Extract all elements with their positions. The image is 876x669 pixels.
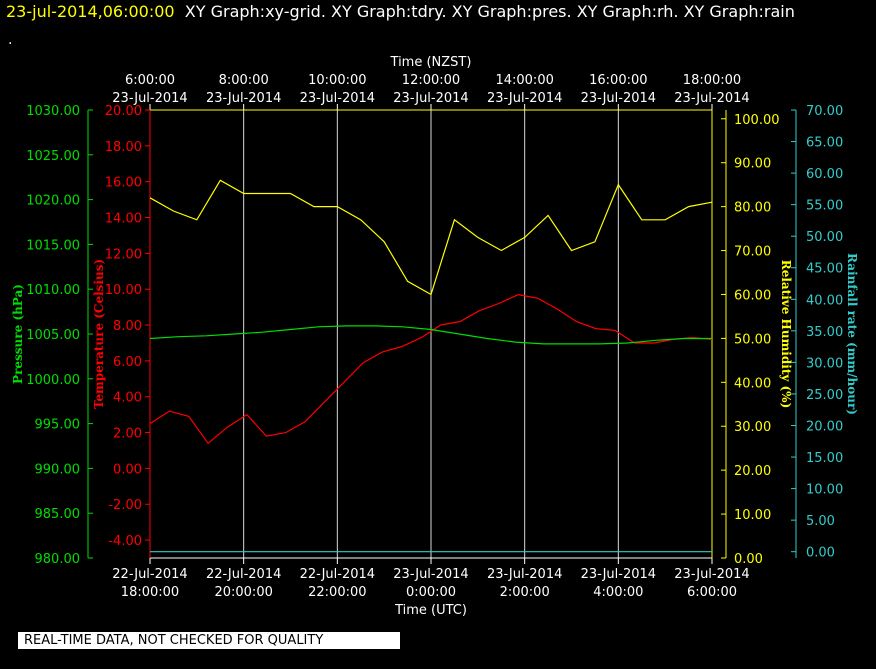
humidity-tick-label: 20.00: [734, 464, 771, 479]
temperature-tick-label: 16.00: [105, 176, 142, 191]
temperature-tick-label: 14.00: [105, 212, 142, 227]
top-tick-date: 23-Jul-2014: [300, 91, 375, 106]
quality-notice: REAL-TIME DATA, NOT CHECKED FOR QUALITY: [18, 632, 400, 649]
rain-tick-label: 60.00: [806, 167, 843, 182]
humidity-tick-label: 60.00: [734, 288, 771, 303]
pressure-tick-label: 980.00: [35, 552, 81, 567]
humidity-tick-label: 50.00: [734, 332, 771, 347]
bottom-tick-date: 23-Jul-2014: [674, 567, 749, 582]
rain-tick-label: 65.00: [806, 136, 843, 151]
temperature-tick-label: 6.00: [113, 355, 142, 370]
bottom-tick-time: 22:00:00: [308, 585, 366, 600]
header-dot: .: [8, 32, 13, 48]
top-tick-date: 23-Jul-2014: [487, 91, 562, 106]
temperature-tick-label: 18.00: [105, 140, 142, 155]
humidity-tick-label: 70.00: [734, 245, 771, 260]
temperature-axis-title: Temperature (Celsius): [92, 259, 106, 409]
temperature-tick-label: 10.00: [105, 283, 142, 298]
top-tick-date: 23-Jul-2014: [112, 91, 187, 106]
pressure-tick-label: 1025.00: [26, 149, 80, 164]
temperature-tick-label: 20.00: [105, 104, 142, 119]
top-tick-time: 14:00:00: [495, 73, 553, 88]
bottom-tick-time: 20:00:00: [214, 585, 272, 600]
top-tick-date: 23-Jul-2014: [581, 91, 656, 106]
temperature-tick-label: 12.00: [105, 247, 142, 262]
rain-axis-title: Rainfall rate (mm/hour): [845, 253, 859, 415]
top-tick-time: 12:00:00: [402, 73, 460, 88]
series-line-humidity: [149, 179, 713, 296]
rain-tick-label: 30.00: [806, 356, 843, 371]
bottom-tick-date: 22-Jul-2014: [112, 567, 187, 582]
humidity-tick-label: 90.00: [734, 157, 771, 172]
rain-tick-label: 0.00: [806, 546, 835, 561]
humidity-tick-label: 80.00: [734, 201, 771, 216]
pressure-tick-label: 1015.00: [26, 238, 80, 253]
rain-tick-label: 25.00: [806, 388, 843, 403]
humidity-tick-label: 100.00: [734, 113, 780, 128]
pressure-tick-label: 995.00: [35, 418, 81, 433]
bottom-tick-time: 4:00:00: [593, 585, 643, 600]
rain-tick-label: 5.00: [806, 514, 835, 529]
bottom-tick-time: 0:00:00: [406, 585, 456, 600]
temperature-tick-label: -2.00: [108, 498, 142, 513]
pressure-tick-label: 990.00: [35, 462, 81, 477]
rain-tick-label: 50.00: [806, 230, 843, 245]
top-tick-time: 10:00:00: [308, 73, 366, 88]
pressure-tick-label: 1005.00: [26, 328, 80, 343]
pressure-tick-label: 1020.00: [26, 194, 80, 209]
top-axis-title: Time (NZST): [390, 55, 472, 70]
bottom-tick-date: 22-Jul-2014: [206, 567, 281, 582]
bottom-tick-date: 23-Jul-2014: [393, 567, 468, 582]
rain-tick-label: 35.00: [806, 325, 843, 340]
pressure-axis-title: Pressure (hPa): [11, 284, 25, 384]
rain-tick-label: 45.00: [806, 262, 843, 277]
humidity-tick-label: 10.00: [734, 508, 771, 523]
rain-tick-label: 40.00: [806, 293, 843, 308]
top-tick-time: 6:00:00: [125, 73, 175, 88]
rain-tick-label: 20.00: [806, 419, 843, 434]
pressure-tick-label: 985.00: [35, 507, 81, 522]
temperature-tick-label: 0.00: [113, 462, 142, 477]
graph-header: 23-jul-2014,06:00:00 XY Graph:xy-grid. X…: [6, 2, 795, 21]
pressure-tick-label: 1000.00: [26, 373, 80, 388]
humidity-axis-title: Relative Humidity (%): [779, 260, 793, 409]
rain-tick-label: 70.00: [806, 104, 843, 119]
header-timestamp: 23-jul-2014,06:00:00: [6, 2, 175, 21]
rain-tick-label: 15.00: [806, 451, 843, 466]
humidity-tick-label: 0.00: [734, 552, 763, 567]
top-tick-time: 16:00:00: [589, 73, 647, 88]
top-tick-time: 8:00:00: [219, 73, 269, 88]
pressure-tick-label: 1030.00: [26, 104, 80, 119]
temperature-tick-label: -4.00: [108, 534, 142, 549]
bottom-axis-title: Time (UTC): [394, 603, 467, 618]
pressure-tick-label: 1010.00: [26, 283, 80, 298]
bottom-tick-date: 23-Jul-2014: [487, 567, 562, 582]
header-graph-list: XY Graph:xy-grid. XY Graph:tdry. XY Grap…: [184, 2, 795, 21]
top-tick-date: 23-Jul-2014: [393, 91, 468, 106]
top-tick-date: 23-Jul-2014: [206, 91, 281, 106]
humidity-tick-label: 40.00: [734, 376, 771, 391]
bottom-tick-date: 22-Jul-2014: [300, 567, 375, 582]
bottom-tick-time: 6:00:00: [687, 585, 737, 600]
humidity-tick-label: 30.00: [734, 420, 771, 435]
temperature-tick-label: 2.00: [113, 427, 142, 442]
temperature-tick-label: 4.00: [113, 391, 142, 406]
temperature-tick-label: 8.00: [113, 319, 142, 334]
bottom-tick-time: 18:00:00: [121, 585, 179, 600]
series-line-pressure: [149, 325, 712, 345]
bottom-tick-date: 23-Jul-2014: [581, 567, 656, 582]
bottom-tick-time: 2:00:00: [500, 585, 550, 600]
top-tick-date: 23-Jul-2014: [674, 91, 749, 106]
rain-tick-label: 10.00: [806, 483, 843, 498]
top-tick-time: 18:00:00: [683, 73, 741, 88]
series-line-temperature: [149, 293, 713, 445]
rain-tick-label: 55.00: [806, 199, 843, 214]
weather-chart: Time (NZST) 6:00:00 23-Jul-2014 8:00:00 23-J…: [11, 55, 859, 618]
